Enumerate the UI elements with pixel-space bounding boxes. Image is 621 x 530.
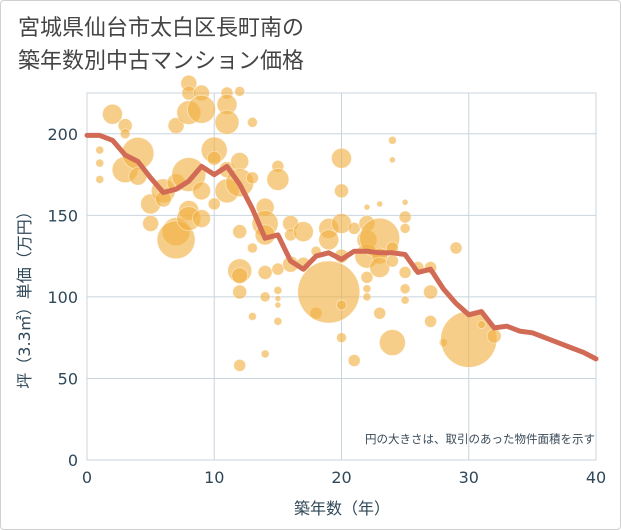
bubble: [449, 241, 463, 255]
bubble: [119, 128, 131, 140]
bubble: [347, 354, 361, 367]
bubble: [400, 295, 410, 305]
bubble: [266, 168, 290, 191]
bubble: [273, 316, 283, 326]
y-tick-label: 200: [47, 125, 78, 144]
bubble: [192, 209, 211, 228]
trend-line-layer: [84, 132, 599, 362]
bubble: [234, 85, 246, 97]
y-tick-label: 150: [47, 206, 78, 225]
chart-title: 宮城県仙台市太白区長町南の 築年数別中古マンション価格: [18, 12, 304, 78]
y-tick-label: 100: [47, 288, 78, 307]
bubble: [214, 109, 240, 135]
bubble: [257, 265, 273, 280]
bubble: [347, 221, 361, 235]
bubble: [360, 270, 374, 284]
bubble: [271, 262, 285, 276]
bubble: [206, 150, 222, 166]
bubble: [336, 332, 347, 344]
axes: 0 10 20 30 40 0 50 100 150 200: [47, 125, 606, 487]
trend-line: [84, 132, 599, 362]
bubble: [167, 117, 185, 135]
bubble: [334, 183, 349, 199]
bubble: [398, 210, 412, 224]
bubble: [373, 306, 387, 320]
bubble: [424, 314, 437, 328]
bubble: [336, 299, 347, 311]
bubble: [363, 203, 371, 211]
bubble: [248, 312, 257, 321]
chart-title-line1: 宮城県仙台市太白区長町南の: [18, 16, 305, 41]
x-tick-label: 30: [459, 468, 479, 487]
bubble: [232, 284, 248, 300]
bubble: [369, 257, 391, 278]
bubble: [297, 260, 361, 324]
bubble: [207, 197, 221, 211]
bubble: [232, 224, 248, 240]
bubble: [388, 156, 396, 164]
bubble: [401, 198, 409, 206]
bubble: [318, 229, 340, 251]
bubble: [233, 358, 247, 372]
bubble: [247, 116, 258, 128]
bubble: [95, 158, 105, 168]
bubble: [477, 320, 486, 330]
bubble: [376, 200, 384, 208]
bubble: [231, 267, 249, 285]
y-tick-label: 0: [68, 451, 78, 470]
chart-note: 円の大きさは、取引のあった物件面積を示す: [365, 432, 595, 446]
bubble: [95, 175, 105, 184]
bubble: [378, 329, 406, 356]
y-axis-label: 坪（3.3㎡）単価（万円）: [15, 203, 34, 388]
chart-title-line2: 築年数別中古マンション価格: [18, 49, 305, 74]
bubble: [246, 171, 259, 185]
bubble: [260, 349, 270, 359]
x-tick-label: 20: [331, 468, 351, 487]
bubble: [187, 94, 216, 124]
bubble: [95, 145, 105, 155]
bubbles: [95, 74, 502, 372]
bubble: [142, 215, 160, 232]
bubble: [387, 135, 397, 145]
bubble: [192, 181, 211, 201]
bubble: [331, 147, 352, 169]
bubble: [486, 328, 502, 344]
x-tick-label: 0: [82, 468, 92, 487]
y-tick-label: 50: [58, 369, 78, 388]
bubble: [274, 295, 282, 302]
bubble: [247, 242, 258, 254]
bubble: [259, 291, 271, 303]
bubble: [274, 301, 282, 309]
bubble: [102, 103, 123, 125]
bubble: [423, 284, 438, 300]
bubble: [292, 221, 314, 243]
bubble: [362, 284, 372, 294]
x-tick-label: 40: [586, 468, 606, 487]
bubble: [399, 283, 411, 295]
bubble: [398, 266, 412, 279]
bubble: [399, 222, 411, 234]
x-tick-label: 10: [204, 468, 224, 487]
bubble: [273, 285, 283, 295]
bubble: [362, 292, 372, 302]
bubble: [230, 152, 250, 171]
bubble: [385, 254, 399, 268]
x-axis-label: 築年数（年）: [294, 499, 390, 518]
